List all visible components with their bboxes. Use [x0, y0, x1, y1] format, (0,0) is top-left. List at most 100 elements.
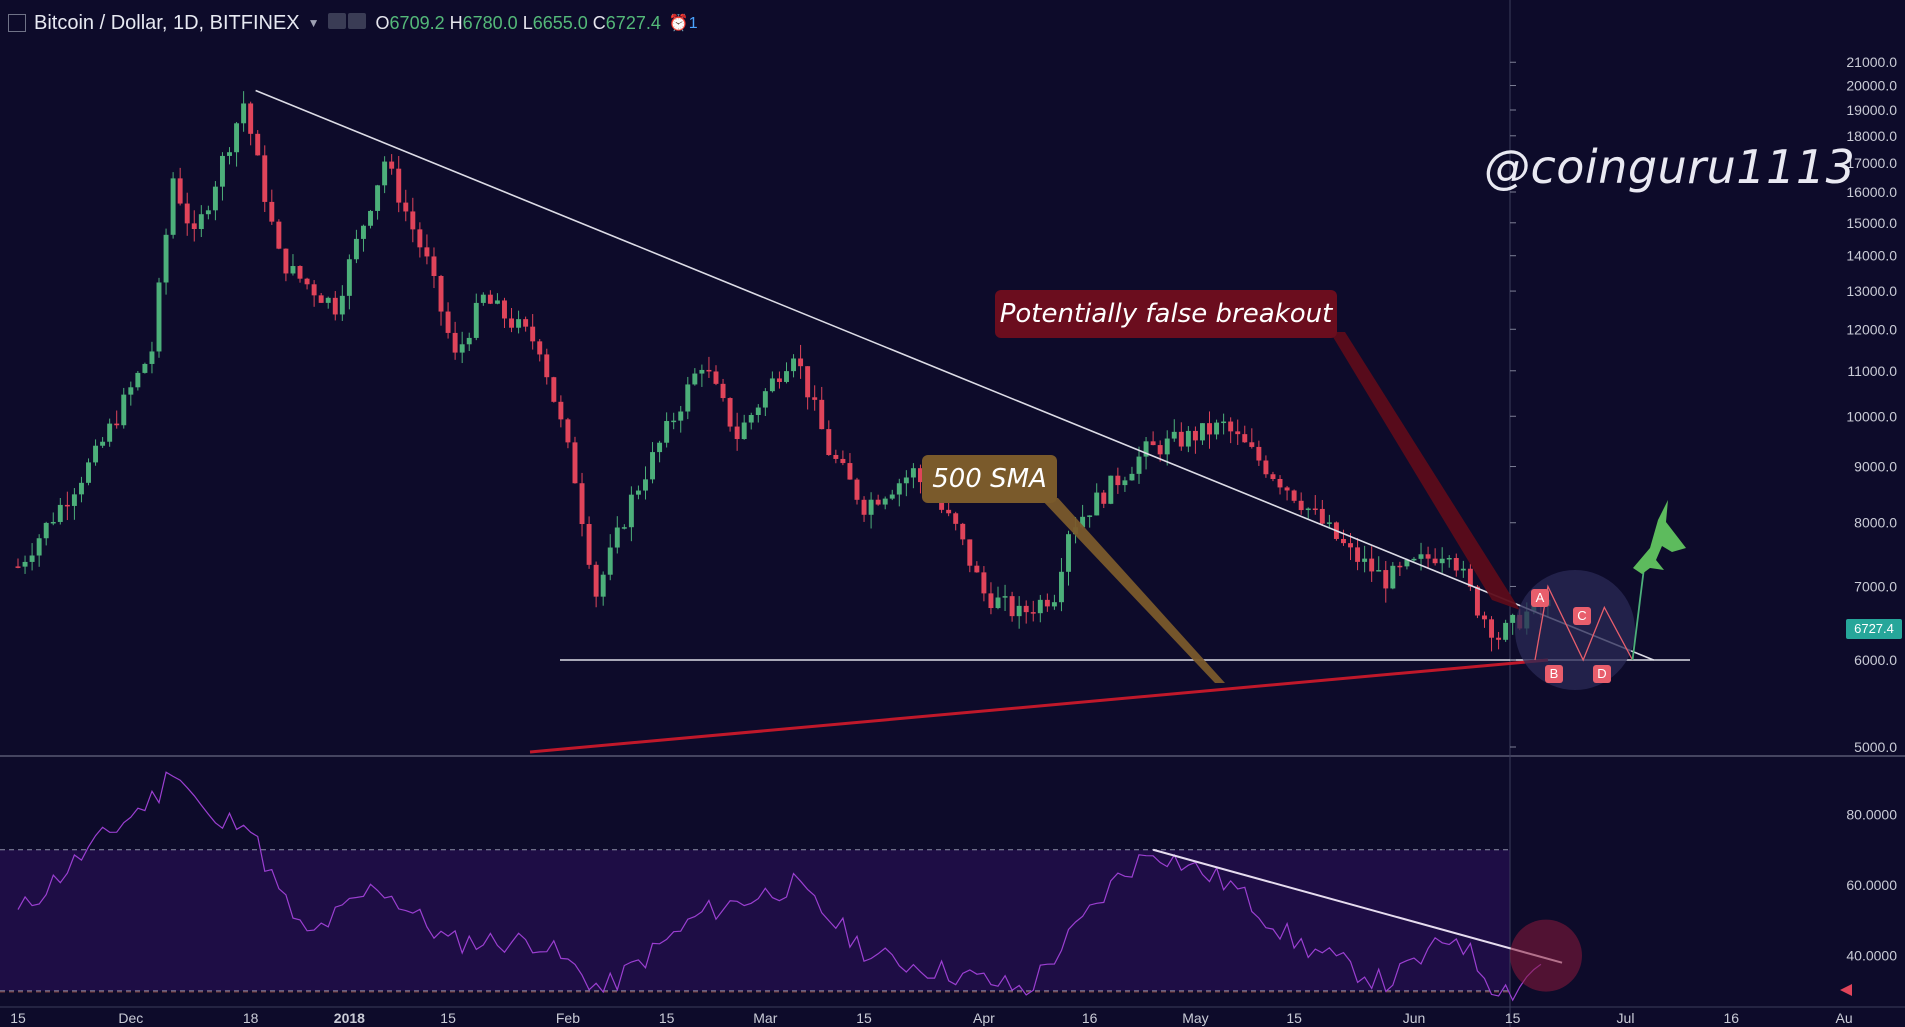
candle-body: [1094, 492, 1100, 516]
candle-body: [1207, 423, 1212, 435]
candle-body: [516, 319, 522, 328]
candle-body: [311, 284, 317, 296]
price-tick-label: 21000.0: [1846, 54, 1897, 70]
candle-body: [71, 494, 77, 506]
candle-body: [100, 441, 106, 446]
descending-trendline[interactable]: [255, 89, 1654, 661]
time-tick-label: 15: [10, 1010, 26, 1026]
candle-body: [614, 527, 620, 548]
candle-body: [1341, 538, 1346, 544]
candle-body: [1101, 492, 1107, 504]
candle-body: [262, 155, 268, 202]
candle-body: [191, 223, 197, 230]
chevron-down-icon[interactable]: ▼: [307, 16, 320, 30]
pattern-label-c[interactable]: C: [1573, 607, 1591, 625]
candle-body: [1326, 522, 1332, 524]
price-tick-label: 12000.0: [1846, 321, 1897, 337]
candle-body: [1037, 599, 1043, 614]
candle-body: [487, 294, 493, 304]
candle-body: [1489, 619, 1494, 638]
candle-body: [396, 168, 402, 203]
candle-body: [579, 483, 585, 525]
candle-body: [1030, 612, 1036, 614]
candle-body: [121, 394, 127, 426]
indicator-toggles[interactable]: [327, 12, 368, 35]
candle-body: [762, 391, 768, 408]
candle-body: [1263, 460, 1269, 475]
candle-body: [241, 103, 247, 124]
candle-body: [346, 259, 352, 296]
time-tick-label: Jul: [1617, 1010, 1635, 1026]
chart-type-icon[interactable]: [8, 14, 26, 32]
candle-body: [812, 397, 818, 400]
candle-body: [699, 369, 705, 374]
candle-body: [424, 247, 430, 257]
sma-annotation[interactable]: 500 SMA: [922, 455, 1057, 503]
candle-body: [318, 295, 324, 303]
candle-body: [1044, 599, 1050, 607]
candle-body: [297, 266, 303, 279]
candle-body: [1178, 431, 1184, 447]
candle-body: [1270, 474, 1276, 479]
candle-body: [692, 373, 698, 385]
candle-body: [1355, 547, 1361, 562]
rsi-divergence-line[interactable]: [1152, 848, 1563, 964]
chart-header: Bitcoin / Dollar, 1D, BITFINEX ▼ O6709.2…: [8, 10, 698, 36]
candle-body: [875, 499, 881, 505]
candle-body: [565, 419, 571, 443]
candle-body: [86, 462, 91, 483]
candle-body: [50, 521, 56, 524]
candle-body: [896, 483, 902, 495]
candle-body: [375, 185, 381, 211]
price-tick-label: 19000.0: [1846, 102, 1897, 118]
candle-body: [255, 133, 261, 156]
candle-body: [1228, 421, 1234, 432]
candle-body: [713, 371, 719, 384]
close-label: C: [592, 12, 606, 33]
symbol-title[interactable]: Bitcoin / Dollar, 1D, BITFINEX: [34, 11, 300, 34]
candle-body: [1192, 430, 1198, 441]
candle-body: [988, 593, 994, 609]
alarm-clock-icon[interactable]: ⏰1: [668, 15, 698, 32]
candle-body: [1390, 565, 1396, 589]
candle-body: [205, 210, 211, 215]
candle-body: [1235, 431, 1241, 435]
candle-body: [43, 522, 49, 539]
candle-body: [791, 358, 797, 372]
candle-body: [776, 378, 782, 382]
candle-body: [917, 468, 923, 483]
candle-body: [1503, 622, 1509, 640]
candle-body: [1242, 434, 1248, 443]
false-breakout-annotation[interactable]: Potentially false breakout: [995, 290, 1337, 338]
rsi-tick-label: 40.0000: [1846, 948, 1897, 964]
candle-body: [1185, 430, 1191, 447]
candle-body: [1122, 480, 1128, 486]
candle-body: [1051, 602, 1057, 607]
candle-body: [1418, 554, 1424, 559]
candle-body: [1397, 565, 1403, 568]
low-value: 6655.0: [532, 12, 588, 33]
ohlc-readout: O6709.2 H6780.0 L6655.0 C6727.4: [376, 13, 661, 34]
candle-body: [403, 202, 409, 212]
candle-body: [1383, 570, 1389, 589]
high-label: H: [449, 12, 463, 33]
candle-body: [494, 300, 500, 304]
pattern-label-b[interactable]: B: [1545, 665, 1563, 683]
pattern-label-a[interactable]: A: [1531, 589, 1549, 607]
candle-body: [635, 490, 641, 495]
candle-body: [1214, 422, 1220, 435]
rsi-tick-label: 80.0000: [1846, 806, 1897, 822]
rsi-line: [17, 771, 1542, 1002]
candle-body: [1150, 441, 1156, 446]
candle-body: [1171, 431, 1177, 439]
candle-body: [1362, 558, 1368, 562]
price-tick-label: 13000.0: [1846, 283, 1897, 299]
pattern-label-d[interactable]: D: [1593, 665, 1611, 683]
sma-annotation-pointer: [1040, 498, 1225, 683]
candle-body: [833, 454, 839, 459]
candle-body: [339, 295, 345, 315]
candle-body: [64, 504, 70, 507]
candle-body: [389, 161, 395, 169]
candle-body: [1221, 421, 1227, 424]
